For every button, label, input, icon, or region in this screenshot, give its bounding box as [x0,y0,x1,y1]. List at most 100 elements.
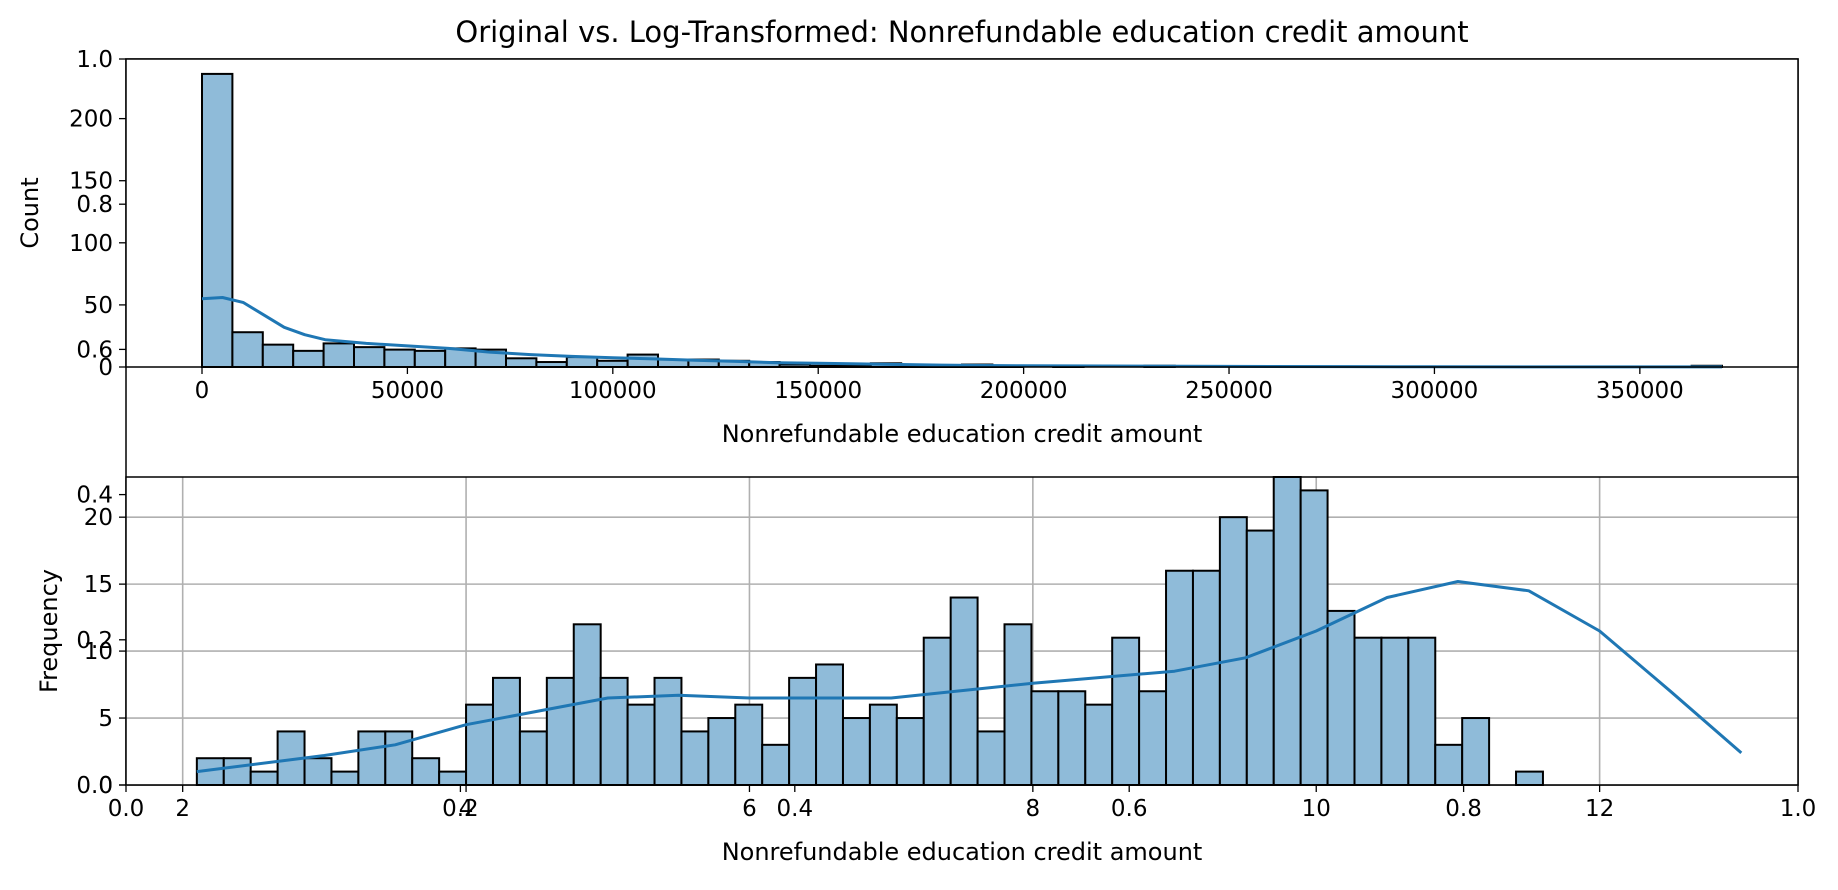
top-histogram-bars [201,72,1723,369]
bottom-histogram-bar [626,703,656,786]
figure-title: Original vs. Log-Transformed: Nonrefunda… [455,15,1468,49]
bottom-histogram-bar [895,717,925,786]
top-histogram-bar [505,357,538,369]
bottom-histogram-bar [491,676,521,786]
bottom-histogram-bar [761,743,791,787]
bottom-histogram-bar [1407,636,1437,787]
bottom-subplot: 2 4 6 8 10 12 0 5 10 15 20 Nonrefundable educatio… [35,476,1799,866]
top-x-tick-label: 200000 [980,378,1068,404]
bottom-y-axis-label: Frequency [35,569,63,693]
bottom-histogram-bar [868,703,898,786]
background-y-tick-label: 0.2 [76,628,113,654]
bottom-histogram-bar [465,703,494,786]
top-x-tick-label: 100000 [569,378,657,404]
bottom-histogram-bar [1380,636,1410,787]
background-y-tick-label: 0.8 [76,192,113,218]
top-x-tick-label: 0 [195,378,210,404]
top-x-tick-label: 350000 [1596,378,1684,404]
bottom-histogram-bar [545,676,575,786]
bottom-histogram-bar [788,676,818,786]
top-x-tick-label: 300000 [1391,378,1479,404]
bottom-x-tick-label: 12 [1585,796,1614,822]
bottom-histogram-bar [922,636,952,787]
bottom-histogram-bar [1461,717,1491,786]
bottom-histogram-bar [1434,743,1464,787]
top-subplot: 0 50000 100000 150000 200000 250000 300000 3500… [16,58,1799,448]
bottom-histogram-bar [303,757,333,787]
bottom-y-tick-label: 5 [98,706,113,732]
bottom-histogram-bar [249,770,279,787]
background-x-tick-label: 0.6 [1111,796,1148,822]
top-x-tick-label: 250000 [1185,378,1273,404]
bottom-kde-line [196,580,1743,774]
background-x-tick-label: 0.0 [108,796,145,822]
bottom-x-tick-label: 2 [175,796,190,822]
top-y-tick-label: 150 [69,169,113,195]
top-histogram-bar [201,72,234,368]
top-plot-background [126,59,1798,367]
background-x-tick-label: 0.8 [1445,796,1482,822]
bottom-histogram-bar [599,676,629,786]
bottom-histogram-bar [707,717,737,786]
bottom-x-axis-label: Nonrefundable education credit amount [722,838,1203,866]
bottom-histogram-bar [222,757,252,787]
bottom-x-tick-label: 6 [742,796,757,822]
top-histogram-bar [322,342,356,369]
top-histogram-bar [292,349,325,368]
bottom-histogram-bar [1138,690,1168,786]
background-x-tick-label: 0.2 [442,796,479,822]
top-x-axis-label: Nonrefundable education credit amount [722,420,1203,448]
bottom-histogram-bar [357,730,387,786]
top-histogram-bar [231,331,264,368]
background-y-tick-label: 1.0 [76,47,113,73]
top-y-tick-label: 200 [69,107,113,133]
bottom-histogram-bar [734,703,764,786]
bottom-y-tick-label: 10 [84,639,113,665]
top-histogram-bar [383,348,416,369]
bottom-histogram-bar [1272,476,1302,786]
top-x-tick-label: 50000 [371,378,444,404]
top-histogram-bar [261,343,295,369]
bottom-histogram-bar [518,730,548,786]
bottom-histogram-bar [1515,770,1544,787]
bottom-x-ticks: 2 4 6 8 10 12 [175,785,1614,822]
bottom-histogram-bar [1299,489,1329,786]
bottom-histogram-bar [1003,623,1033,786]
bottom-plot-frame [125,476,1799,786]
top-y-tick-label: 50 [84,293,113,319]
top-y-axis-label: Count [16,177,44,248]
bottom-histogram-bar [841,717,871,786]
bottom-y-tick-label: 15 [84,572,113,598]
top-y-ticks: 0 50 100 150 200 [69,107,126,381]
background-x-tick-label: 0.4 [777,796,814,822]
bottom-histogram-bar [1111,636,1141,787]
bottom-y-tick-label: 0 [98,773,113,799]
top-x-tick-label: 150000 [774,378,862,404]
bottom-histogram-bar [411,757,441,787]
background-x-ticks: 0.0 0.2 0.4 0.6 0.8 1.0 [108,785,1816,822]
bottom-histogram-bar [1245,529,1275,787]
background-y-tick-label: 0.4 [76,483,113,509]
bottom-histogram-bar [1030,690,1060,786]
top-x-ticks: 0 50000 100000 150000 200000 250000 300000 3500… [195,367,1684,404]
bottom-histogram-bar [384,730,414,786]
bottom-histogram-bar [680,730,710,786]
background-y-tick-label: 0.6 [76,337,113,363]
bottom-x-tick-label: 8 [1026,796,1041,822]
bottom-histogram-bar [1191,569,1221,786]
bottom-histogram-bar [815,663,844,787]
bottom-histogram-bar [976,730,1006,786]
bottom-histogram-bar [1165,569,1194,786]
bottom-y-tick-label: 20 [84,505,113,531]
top-histogram-bar [596,359,629,368]
top-y-tick-label: 100 [69,231,113,257]
top-histogram-bar [353,346,386,368]
background-y-tick-label: 0.0 [76,773,113,799]
top-plot-frame [125,58,1799,368]
bottom-y-ticks: 0 5 10 15 20 [84,505,126,799]
background-y-ticks: 0.0 0.2 0.4 0.6 0.8 1.0 [76,47,126,799]
top-histogram-bar [413,349,447,368]
bottom-histogram-bar [1057,690,1087,786]
